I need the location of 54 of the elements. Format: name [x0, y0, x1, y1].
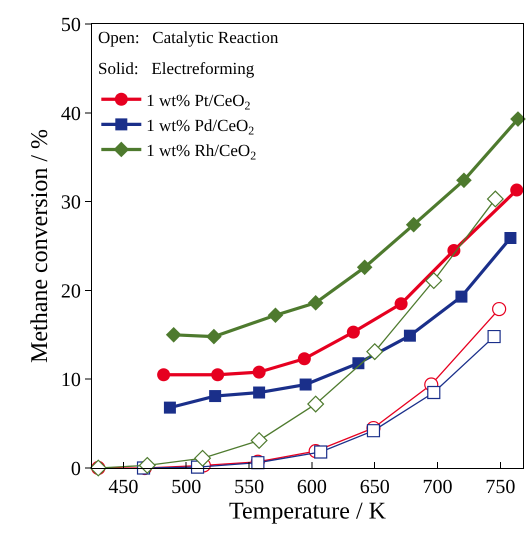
- point: [425, 272, 442, 290]
- point: [366, 424, 380, 438]
- legend-label: 1 wt% Rh/CeO$_{2}$: [146, 141, 256, 163]
- x-tick-label: 550: [234, 476, 264, 498]
- y-tick-label: 50: [60, 14, 81, 36]
- point: [250, 432, 268, 449]
- point: [456, 172, 472, 188]
- annotation: Open: Catalytic Reaction: [98, 28, 279, 47]
- point: [404, 330, 416, 342]
- point: [166, 327, 182, 343]
- y-tick-label: 10: [60, 369, 81, 392]
- legend-label: 1 wt% Pt/CeO$_{2}$: [146, 90, 251, 112]
- point: [455, 290, 468, 303]
- y-axis-title: Methane conversion / %: [27, 129, 53, 363]
- point: [308, 295, 324, 311]
- point: [488, 330, 501, 344]
- point: [194, 450, 211, 467]
- point: [209, 390, 222, 402]
- y-tick-label: 40: [60, 102, 81, 125]
- x-tick-label: 500: [171, 476, 202, 498]
- x-tick-label: 650: [360, 476, 390, 498]
- y-tick-label: 0: [70, 458, 81, 480]
- x-tick-label: 450: [108, 476, 138, 498]
- point: [394, 297, 408, 310]
- point: [510, 184, 524, 197]
- x-tick-label: 750: [485, 476, 516, 498]
- point: [253, 386, 266, 399]
- point: [406, 216, 422, 232]
- point: [298, 352, 311, 366]
- point: [157, 368, 170, 382]
- point: [252, 366, 266, 379]
- point: [300, 378, 312, 391]
- y-tick-label: 30: [60, 192, 81, 214]
- x-tick-label: 700: [422, 476, 453, 498]
- point: [492, 302, 506, 316]
- point: [268, 307, 284, 324]
- point: [164, 402, 176, 414]
- point: [510, 111, 526, 127]
- point: [206, 328, 222, 344]
- point: [504, 232, 516, 244]
- point: [427, 386, 440, 400]
- point: [356, 260, 372, 276]
- point: [486, 190, 504, 208]
- point: [138, 456, 156, 474]
- point: [346, 326, 360, 339]
- x-tick-label: 600: [296, 476, 327, 498]
- y-tick-label: 20: [60, 280, 81, 302]
- point: [211, 368, 224, 382]
- point: [314, 445, 328, 459]
- x-axis-title: Temperature / K: [229, 498, 387, 524]
- annotation: Solid: Electreforming: [98, 59, 255, 78]
- point: [366, 343, 384, 360]
- point: [307, 396, 324, 412]
- legend-label: 1 wt% Pd/CeO$_{2}$: [146, 116, 254, 138]
